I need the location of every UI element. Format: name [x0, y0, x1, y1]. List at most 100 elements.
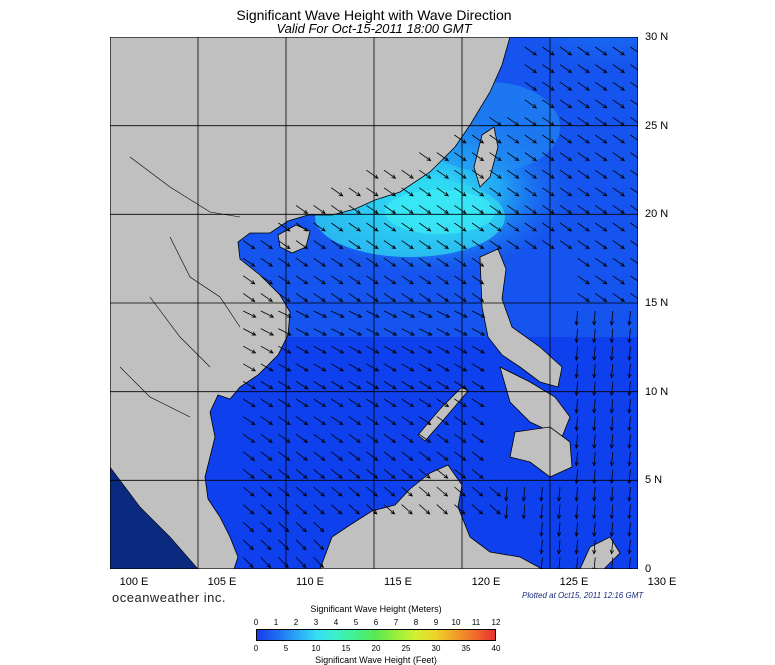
- wave-direction-arrow: [418, 275, 432, 285]
- wave-direction-arrow: [630, 134, 638, 143]
- wave-direction-arrow: [330, 275, 344, 285]
- wave-direction-arrow: [577, 81, 590, 91]
- wave-direction-arrow: [366, 293, 379, 302]
- wave-direction-arrow: [348, 240, 362, 250]
- latitude-label: 15 N: [645, 297, 669, 309]
- wave-direction-arrow: [331, 345, 345, 354]
- latitude-label: 30 N: [645, 31, 669, 43]
- wave-direction-arrow: [313, 205, 326, 214]
- wave-direction-arrow: [592, 469, 597, 485]
- wave-direction-arrow: [504, 486, 509, 502]
- wave-direction-arrow: [454, 240, 467, 250]
- colorbar-meters-tick: 10: [451, 618, 461, 627]
- wave-direction-arrow: [609, 416, 614, 432]
- wave-direction-arrow: [489, 117, 502, 126]
- wave-direction-arrow: [539, 486, 544, 502]
- wave-direction-arrow: [612, 99, 626, 109]
- wave-direction-arrow: [577, 275, 590, 285]
- wave-direction-arrow: [383, 222, 397, 232]
- wave-direction-arrow: [592, 486, 597, 502]
- wave-direction-arrow: [436, 222, 450, 232]
- wave-direction-arrow: [574, 539, 579, 555]
- wave-direction-arrow: [594, 187, 608, 197]
- chart-subtitle: Valid For Oct-15-2011 18:00 GMT: [276, 21, 472, 36]
- wave-direction-arrow: [401, 310, 415, 318]
- wave-direction-arrow: [418, 205, 432, 214]
- wave-direction-arrow: [489, 169, 502, 179]
- wave-direction-arrow: [313, 222, 326, 232]
- wave-direction-arrow: [330, 398, 344, 408]
- wave-direction-arrow: [556, 504, 562, 520]
- wave-direction-arrow: [436, 381, 450, 390]
- wave-direction-arrow: [609, 504, 614, 520]
- wave-direction-arrow: [542, 117, 555, 126]
- wave-direction-arrow: [524, 64, 538, 74]
- wave-direction-arrow: [612, 187, 626, 197]
- wave-direction-arrow: [542, 240, 555, 250]
- wave-direction-arrow: [383, 469, 396, 479]
- wave-direction-arrow: [260, 328, 275, 336]
- wave-direction-arrow: [330, 381, 344, 390]
- wave-direction-arrow: [471, 134, 485, 144]
- wave-direction-arrow: [524, 152, 538, 162]
- wave-direction-arrow: [418, 363, 433, 372]
- wave-direction-arrow: [592, 504, 597, 520]
- wave-direction-arrow: [506, 169, 520, 179]
- wave-direction-arrow: [542, 64, 555, 74]
- land-sulawesi: [579, 536, 621, 569]
- wave-direction-arrow: [295, 328, 310, 336]
- wave-direction-arrow: [594, 240, 608, 250]
- wave-direction-arrow: [436, 363, 450, 372]
- wave-direction-arrow: [594, 275, 608, 285]
- wave-direction-arrow: [401, 398, 415, 408]
- wave-direction-arrow: [436, 451, 449, 461]
- colorbar-meters-title: Significant Wave Height (Meters): [310, 604, 442, 614]
- wave-direction-arrow: [471, 433, 485, 443]
- wave-direction-arrow: [242, 293, 256, 302]
- wave-direction-arrow: [418, 169, 432, 179]
- wave-direction-arrow: [592, 434, 597, 450]
- wave-direction-arrow: [418, 504, 431, 515]
- wave-direction-arrow: [313, 504, 325, 515]
- wave-direction-arrow: [609, 346, 614, 362]
- wave-direction-arrow: [627, 522, 632, 538]
- wave-direction-arrow: [243, 345, 257, 354]
- wave-direction-arrow: [577, 169, 590, 179]
- wave-direction-arrow: [383, 451, 396, 461]
- wave-direction-arrow: [454, 363, 468, 372]
- land-philippines: [479, 248, 563, 388]
- wave-direction-arrow: [295, 433, 309, 443]
- wave-direction-arrow: [401, 222, 414, 232]
- wave-direction-arrow: [542, 187, 555, 197]
- wave-direction-arrow: [383, 205, 397, 214]
- wave-direction-arrow: [366, 398, 379, 408]
- wave-direction-arrow: [454, 328, 468, 336]
- wave-direction-arrow: [612, 64, 626, 74]
- land-visayas: [499, 366, 571, 438]
- wave-direction-arrow: [556, 522, 562, 538]
- wave-direction-arrow: [330, 222, 344, 232]
- colorbar-feet-tick: 40: [491, 644, 501, 653]
- wave-direction-arrow: [489, 134, 502, 144]
- wave-direction-arrow: [592, 398, 597, 414]
- wave-direction-arrow: [630, 64, 638, 73]
- colorbar-meters-tick: 6: [373, 618, 379, 627]
- wave-direction-arrow: [471, 240, 485, 250]
- wave-direction-arrow: [401, 345, 415, 354]
- wave-direction-arrow: [489, 152, 502, 162]
- wave-direction-arrow: [295, 257, 309, 267]
- wave-direction-arrow: [242, 433, 256, 443]
- wave-direction-arrow: [313, 469, 326, 479]
- wave-direction-arrow: [471, 152, 485, 162]
- latitude-label: 10 N: [645, 385, 669, 398]
- latitude-label: 5 N: [645, 474, 663, 487]
- colorbar: [256, 629, 496, 641]
- wave-direction-arrow: [366, 433, 379, 443]
- wave-direction-arrow: [383, 345, 398, 354]
- wave-direction-arrow: [489, 187, 502, 197]
- wave-direction-arrow: [524, 46, 538, 56]
- wave-direction-arrow: [278, 293, 291, 302]
- wave-direction-arrow: [574, 434, 579, 450]
- wave-direction-arrow: [489, 486, 501, 497]
- wave-direction-arrow: [542, 169, 555, 179]
